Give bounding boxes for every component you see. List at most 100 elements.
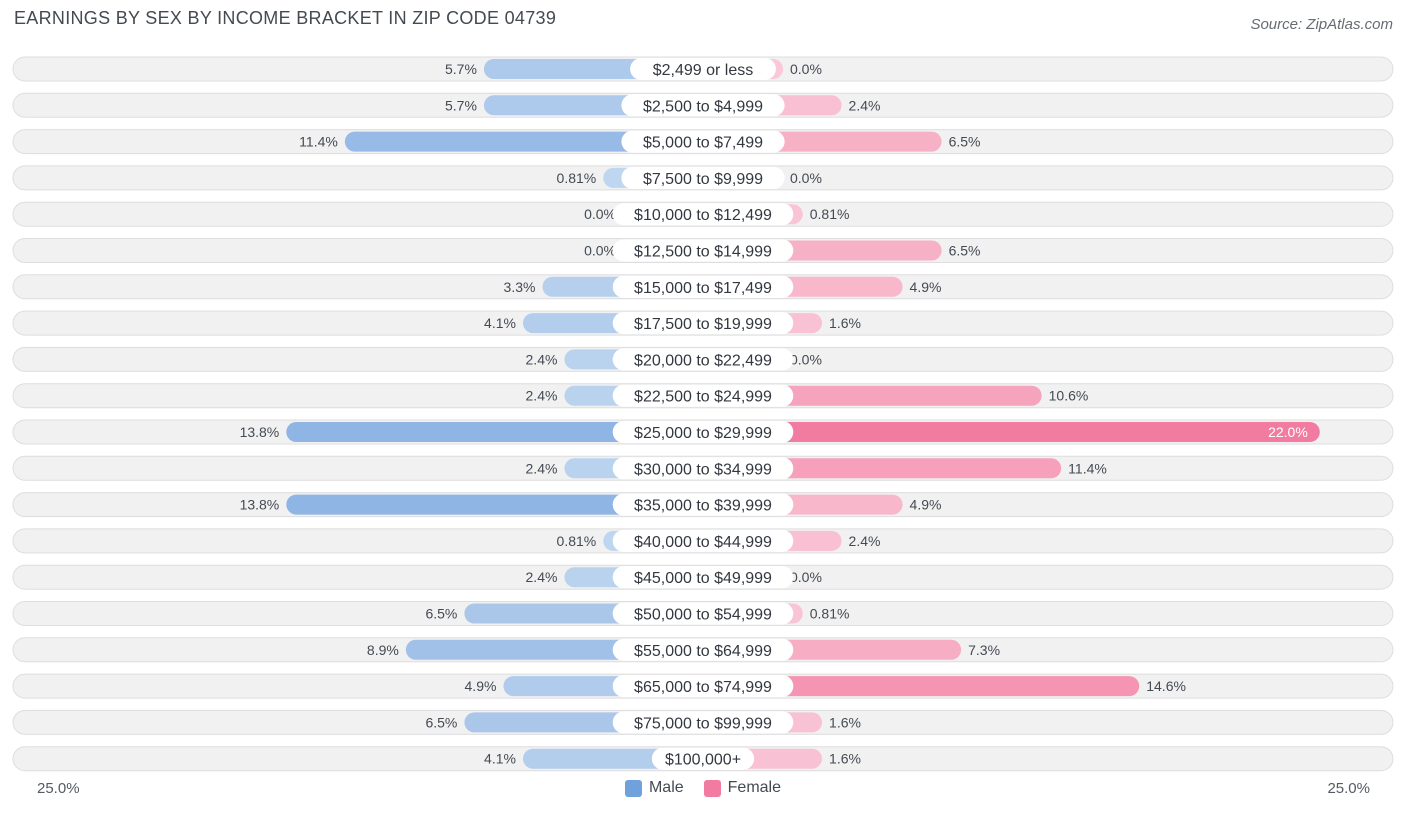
row-group: 3.3% 4.9% $15,000 to $17,499 bbox=[12, 274, 1394, 300]
female-value-label: 7.3% bbox=[968, 642, 1000, 658]
male-value-label: 11.4% bbox=[299, 134, 338, 150]
legend: Male Female bbox=[0, 779, 1406, 797]
category-pill bbox=[612, 493, 794, 516]
female-value-label: 22.0% bbox=[1268, 424, 1308, 440]
female-value-label: 0.0% bbox=[790, 170, 822, 186]
category-label: $2,499 or less bbox=[653, 62, 754, 79]
category-label: $20,000 to $22,499 bbox=[634, 352, 772, 369]
row-group: 0.81% 2.4% $40,000 to $44,999 bbox=[12, 528, 1394, 554]
axis-right-label: 25.0% bbox=[1327, 780, 1370, 797]
category-label: $30,000 to $34,999 bbox=[634, 461, 772, 478]
row-group: 0.81% 0.0% $7,500 to $9,999 bbox=[12, 165, 1394, 191]
category-label: $15,000 to $17,499 bbox=[634, 280, 772, 297]
female-value-label: 11.4% bbox=[1068, 460, 1107, 476]
row-group: 6.5% 1.6% $75,000 to $99,999 bbox=[12, 709, 1394, 735]
row-group: 4.1% 1.6% $100,000+ bbox=[12, 746, 1394, 772]
female-value-label: 0.0% bbox=[790, 61, 822, 77]
male-value-label: 5.7% bbox=[445, 61, 477, 77]
category-pill bbox=[612, 421, 794, 443]
female-value-label: 1.6% bbox=[829, 714, 861, 730]
category-pill bbox=[612, 675, 794, 698]
category-pill bbox=[612, 348, 794, 371]
row-group: 6.5% 0.81% $50,000 to $54,999 bbox=[12, 601, 1394, 626]
category-label: $35,000 to $39,999 bbox=[634, 498, 772, 515]
row-group: 2.4% 0.0% $20,000 to $22,499 bbox=[12, 346, 1394, 372]
category-pill bbox=[651, 747, 755, 770]
male-bar[interactable] bbox=[286, 422, 703, 442]
female-value-label: 0.0% bbox=[790, 351, 822, 367]
row-group: 5.7% 2.4% $2,500 to $4,999 bbox=[12, 92, 1394, 118]
male-value-label: 4.1% bbox=[484, 315, 516, 331]
row-group: 2.4% 0.0% $45,000 to $49,999 bbox=[12, 564, 1394, 590]
category-pill bbox=[612, 566, 794, 589]
female-value-label: 0.0% bbox=[790, 569, 822, 585]
category-pill bbox=[621, 130, 785, 153]
female-value-label: 2.4% bbox=[849, 97, 881, 113]
category-pill bbox=[612, 457, 794, 480]
male-value-label: 0.81% bbox=[557, 533, 597, 549]
female-value-label: 0.81% bbox=[810, 606, 850, 622]
category-label: $25,000 to $29,999 bbox=[634, 425, 772, 442]
male-value-label: 13.8% bbox=[240, 424, 280, 440]
female-value-label: 4.9% bbox=[910, 279, 942, 295]
male-value-label: 6.5% bbox=[425, 714, 457, 730]
female-bar[interactable] bbox=[703, 676, 1140, 697]
female-swatch-icon bbox=[703, 779, 721, 797]
female-value-label: 14.6% bbox=[1146, 678, 1186, 694]
male-value-label: 0.81% bbox=[557, 170, 597, 186]
row-group: 2.4% 11.4% $30,000 to $34,999 bbox=[12, 455, 1394, 481]
male-value-label: 0.0% bbox=[584, 206, 616, 222]
male-value-label: 4.9% bbox=[465, 678, 497, 694]
category-pill bbox=[612, 384, 794, 407]
female-value-label: 4.9% bbox=[910, 497, 942, 513]
row-group: 11.4% 6.5% $5,000 to $7,499 bbox=[12, 129, 1394, 155]
male-value-label: 8.9% bbox=[367, 642, 399, 658]
row-group: 13.8% 4.9% $35,000 to $39,999 bbox=[12, 492, 1394, 518]
row-group: 13.8% 22.0% $25,000 to $29,999 bbox=[12, 419, 1394, 445]
legend-item-male[interactable]: Male bbox=[624, 779, 684, 797]
category-label: $40,000 to $44,999 bbox=[634, 534, 772, 551]
female-value-label: 10.6% bbox=[1049, 388, 1089, 404]
female-value-label: 0.81% bbox=[810, 206, 850, 222]
female-value-label: 6.5% bbox=[949, 243, 981, 259]
female-bar[interactable] bbox=[703, 422, 1320, 442]
category-label: $55,000 to $64,999 bbox=[634, 643, 772, 660]
category-pill bbox=[612, 275, 794, 298]
category-pill bbox=[612, 529, 794, 552]
category-label: $100,000+ bbox=[665, 752, 741, 769]
row-group: 4.1% 1.6% $17,500 to $19,999 bbox=[12, 310, 1394, 336]
female-value-label: 1.6% bbox=[829, 751, 861, 767]
category-pill bbox=[612, 239, 794, 262]
category-label: $12,500 to $14,999 bbox=[634, 244, 772, 261]
legend-label-female: Female bbox=[727, 779, 782, 796]
legend-label-male: Male bbox=[648, 779, 684, 796]
female-bar[interactable] bbox=[703, 458, 1062, 479]
row-group: 0.0% 0.81% $10,000 to $12,499 bbox=[12, 201, 1394, 227]
male-swatch-icon bbox=[624, 779, 642, 797]
male-value-label: 4.1% bbox=[484, 751, 516, 767]
legend-item-female[interactable]: Female bbox=[703, 779, 782, 797]
male-value-label: 0.0% bbox=[584, 243, 616, 259]
category-pill bbox=[621, 94, 785, 117]
category-pill bbox=[621, 166, 785, 189]
axis-left-label: 25.0% bbox=[37, 780, 80, 797]
row-group: 8.9% 7.3% $55,000 to $64,999 bbox=[12, 637, 1394, 663]
row-group: 0.0% 6.5% $12,500 to $14,999 bbox=[12, 238, 1394, 263]
category-pill bbox=[612, 638, 794, 661]
category-pill bbox=[612, 711, 794, 734]
category-label: $22,500 to $24,999 bbox=[634, 389, 772, 406]
category-label: $5,000 to $7,499 bbox=[643, 135, 763, 152]
male-bar[interactable] bbox=[286, 494, 703, 515]
source-credit: Source: ZipAtlas.com bbox=[1250, 16, 1393, 33]
category-pill bbox=[612, 203, 794, 226]
male-value-label: 2.4% bbox=[526, 569, 558, 585]
female-value-label: 2.4% bbox=[849, 533, 881, 549]
chart-title: EARNINGS BY SEX BY INCOME BRACKET IN ZIP… bbox=[14, 8, 557, 28]
row-group: 4.9% 14.6% $65,000 to $74,999 bbox=[12, 673, 1394, 699]
male-bar[interactable] bbox=[344, 131, 703, 152]
category-label: $2,500 to $4,999 bbox=[643, 98, 763, 115]
category-pill bbox=[612, 602, 794, 625]
male-value-label: 13.8% bbox=[240, 497, 280, 513]
